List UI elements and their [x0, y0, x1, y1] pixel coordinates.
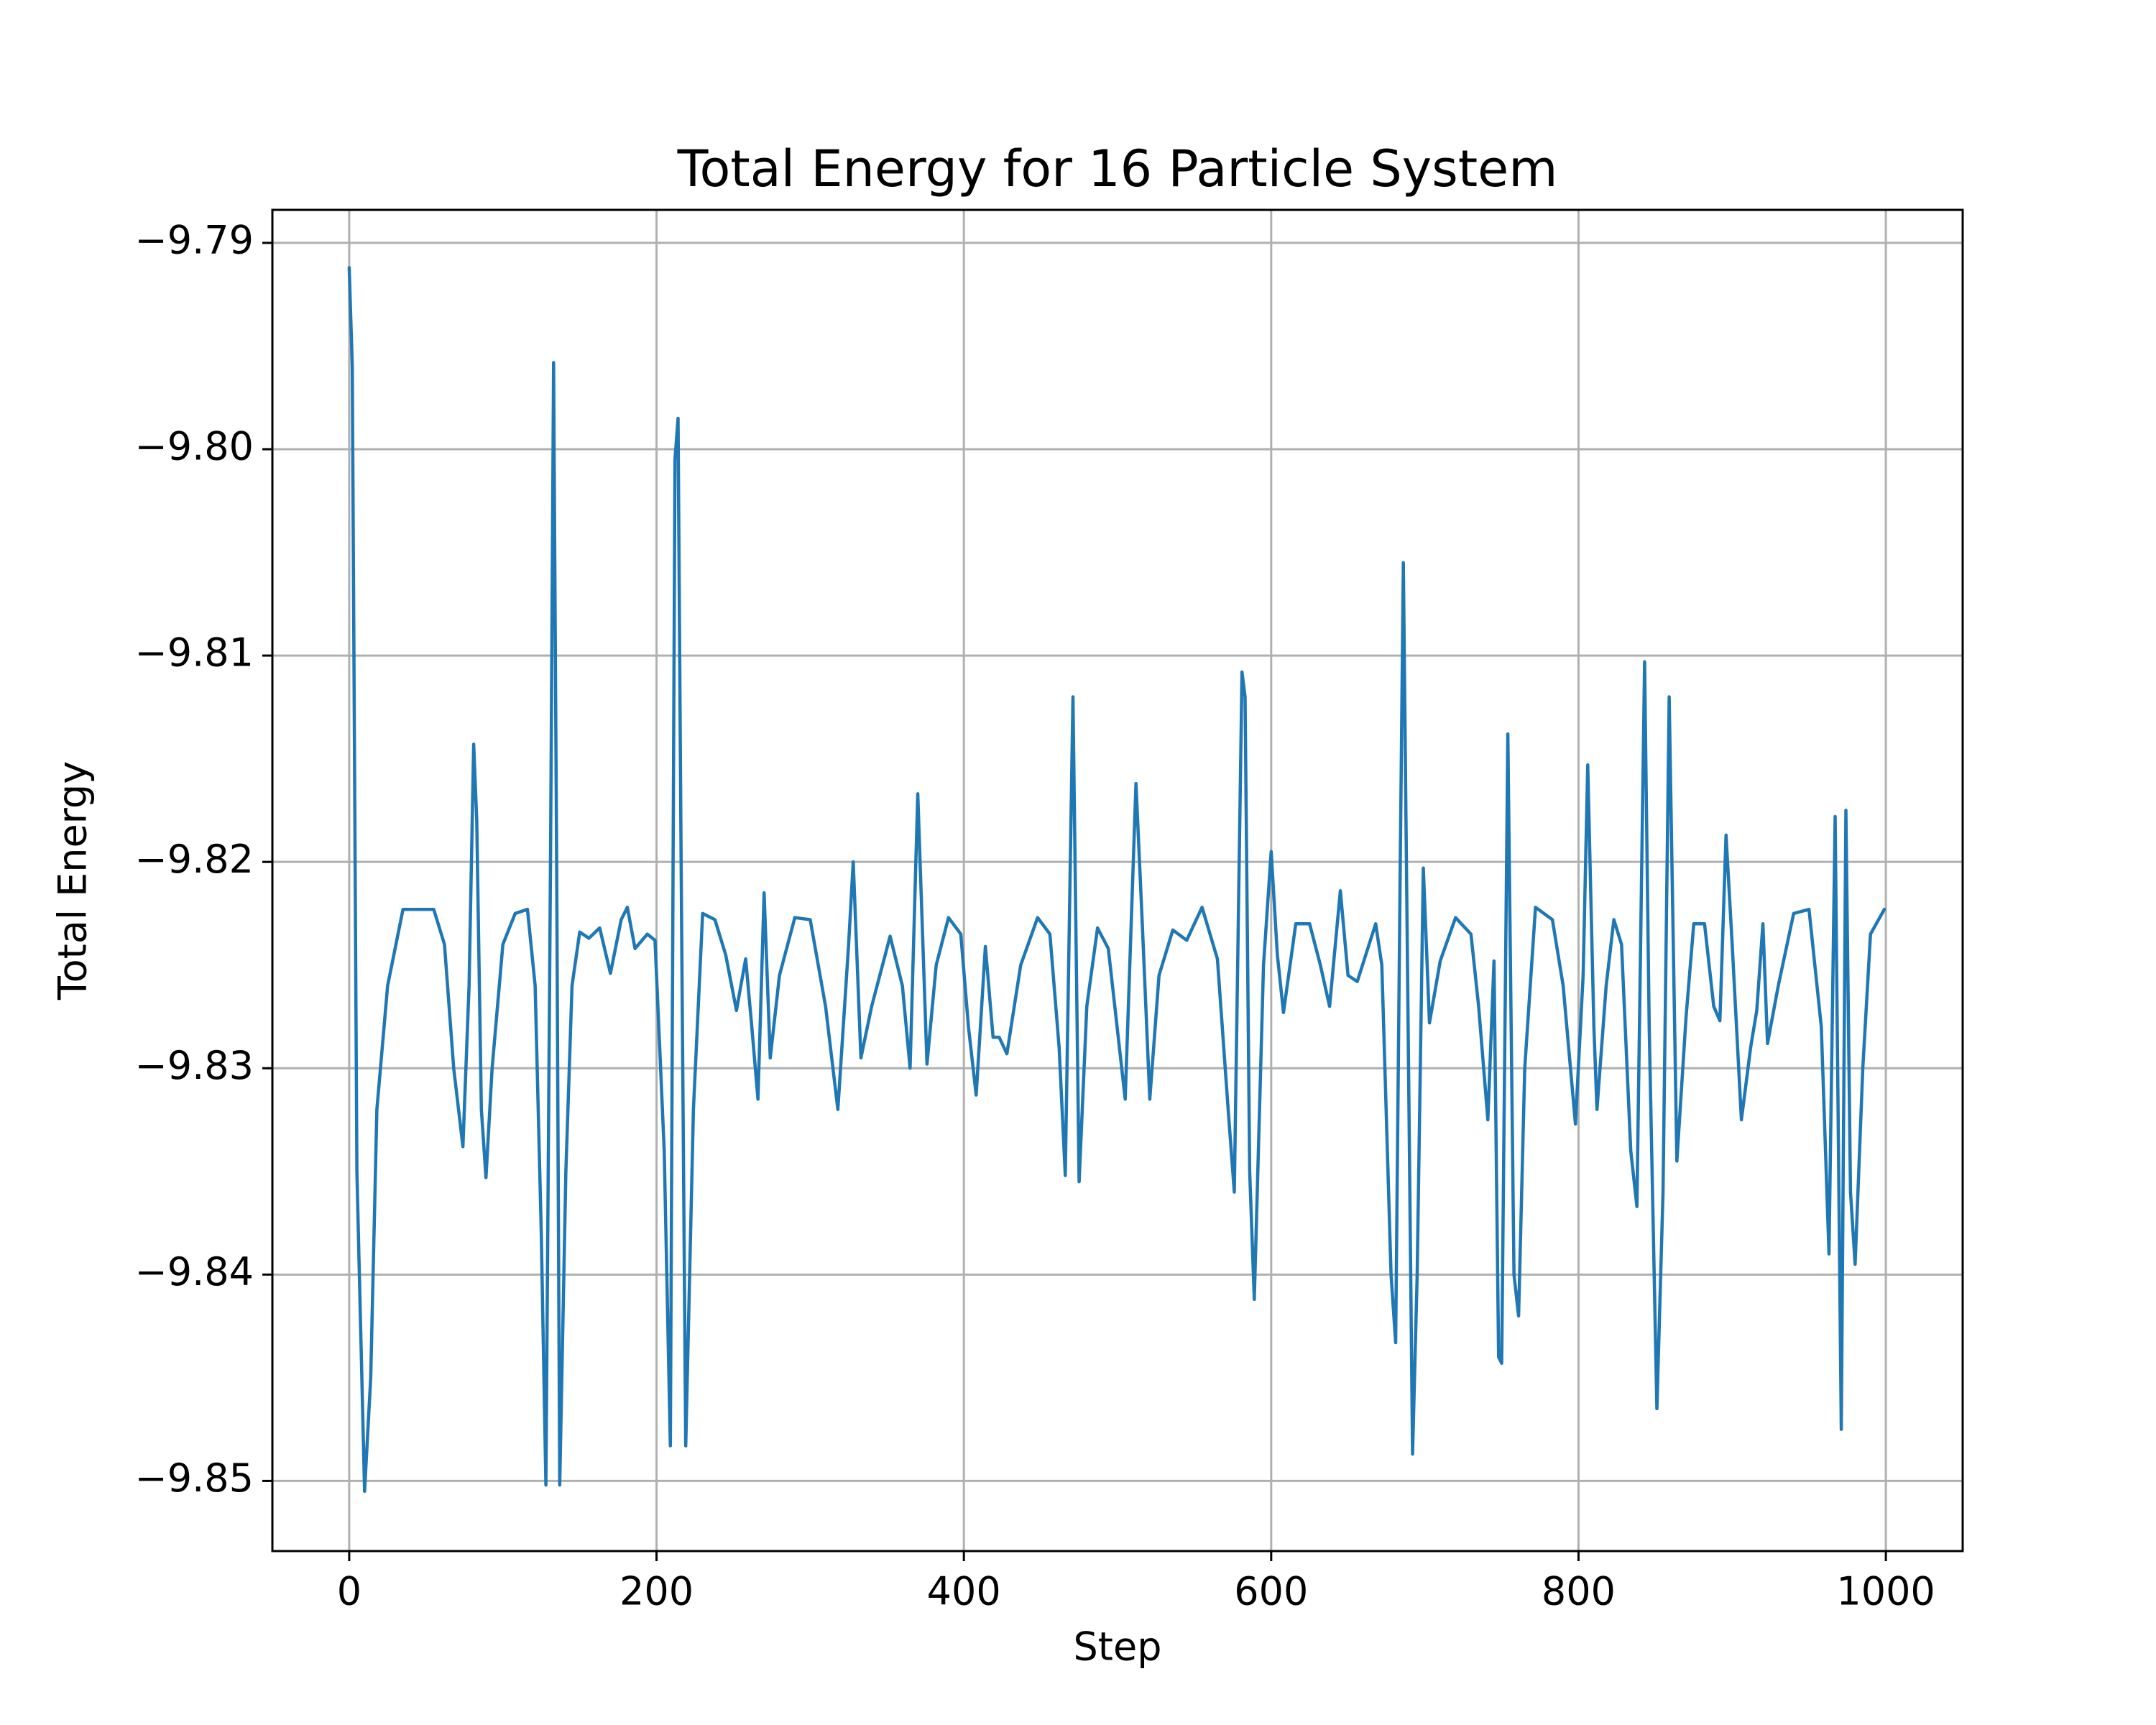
y-tick-label: −9.82	[135, 837, 254, 882]
y-tick-label: −9.83	[135, 1043, 254, 1088]
chart-title: Total Energy for 16 Particle System	[677, 139, 1558, 198]
data-line	[347, 266, 1886, 1493]
x-tick-label: 800	[1542, 1569, 1616, 1614]
y-tick-label: −9.84	[135, 1249, 254, 1294]
y-axis-label: Total Energy	[50, 761, 96, 1000]
y-tick-label: −9.79	[135, 218, 254, 263]
x-tick-label: 0	[337, 1569, 361, 1614]
x-tick-label: 600	[1234, 1569, 1308, 1614]
y-tick-label: −9.85	[135, 1455, 254, 1501]
x-axis-label: Step	[1074, 1624, 1162, 1670]
x-tick-label: 1000	[1836, 1569, 1935, 1614]
x-tick-label: 400	[927, 1569, 1001, 1614]
y-tick-label: −9.80	[135, 424, 254, 469]
plot-frame	[271, 208, 1964, 1552]
x-tick-label: 200	[619, 1569, 694, 1614]
y-tick-label: −9.81	[135, 630, 254, 676]
